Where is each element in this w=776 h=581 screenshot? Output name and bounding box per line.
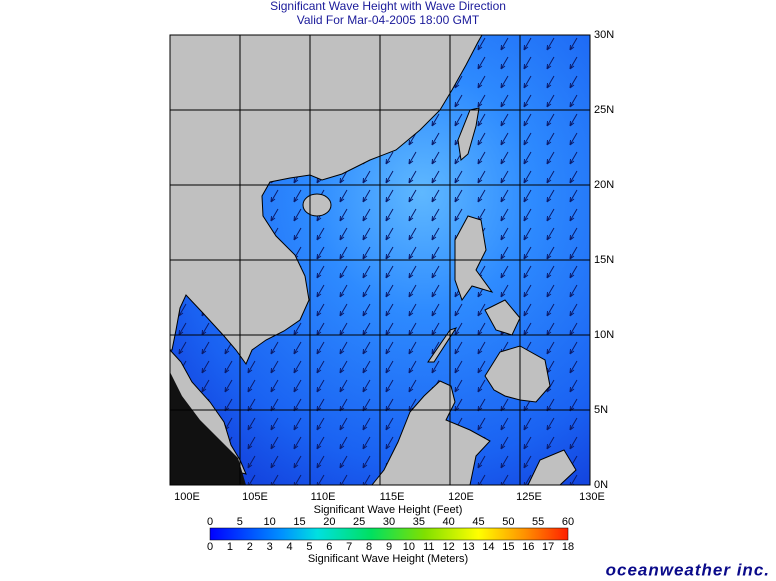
lon-label: 100E bbox=[174, 491, 200, 503]
feet-tick: 40 bbox=[443, 516, 455, 528]
map bbox=[169, 34, 591, 486]
meter-tick: 5 bbox=[306, 541, 312, 553]
hainan bbox=[302, 193, 332, 217]
lon-label: 120E bbox=[448, 491, 474, 503]
mainland-asia bbox=[169, 34, 483, 366]
lat-label: 5N bbox=[594, 404, 608, 416]
map-frame bbox=[169, 34, 591, 486]
feet-label: Significant Wave Height (Feet) bbox=[314, 504, 463, 516]
meter-tick: 12 bbox=[443, 541, 455, 553]
map-subtitle: Valid For Mar-04-2005 18:00 GMT bbox=[297, 13, 480, 27]
meter-tick: 18 bbox=[562, 541, 574, 553]
feet-tick: 5 bbox=[237, 516, 243, 528]
meter-tick: 4 bbox=[286, 541, 292, 553]
logo: oceanweather inc. bbox=[606, 560, 770, 579]
lat-label: 30N bbox=[594, 29, 614, 41]
meter-tick: 15 bbox=[502, 541, 514, 553]
graticule bbox=[170, 35, 590, 485]
feet-tick: 15 bbox=[293, 516, 305, 528]
meter-tick: 17 bbox=[542, 541, 554, 553]
feet-tick: 30 bbox=[383, 516, 395, 528]
map-title: Significant Wave Height with Wave Direct… bbox=[270, 0, 506, 13]
lon-labels: 100E 105E 110E 115E 120E 125E 130E bbox=[174, 491, 605, 503]
meter-tick: 9 bbox=[386, 541, 392, 553]
lat-label: 25N bbox=[594, 104, 614, 116]
mindanao bbox=[484, 345, 551, 403]
taiwan bbox=[457, 107, 480, 161]
luzon bbox=[454, 215, 494, 302]
lat-label: 0N bbox=[594, 479, 608, 491]
sumatra bbox=[170, 372, 246, 485]
meter-tick: 1 bbox=[227, 541, 233, 553]
lat-label: 15N bbox=[594, 254, 614, 266]
lat-labels: 30N 25N 20N 15N 10N 5N 0N bbox=[594, 29, 614, 491]
lon-label: 110E bbox=[311, 491, 336, 503]
meter-tick: 16 bbox=[522, 541, 534, 553]
meter-tick: 2 bbox=[247, 541, 253, 553]
lon-label: 115E bbox=[380, 491, 405, 503]
lat-label: 20N bbox=[594, 179, 614, 191]
meter-tick: 0 bbox=[207, 541, 213, 553]
lon-label: 105E bbox=[242, 491, 268, 503]
meter-tick: 8 bbox=[366, 541, 372, 553]
feet-tick: 55 bbox=[532, 516, 544, 528]
feet-tick: 60 bbox=[562, 516, 574, 528]
lon-label: 130E bbox=[579, 491, 605, 503]
feet-tick: 50 bbox=[502, 516, 514, 528]
feet-tick: 20 bbox=[323, 516, 335, 528]
lat-label: 10N bbox=[594, 329, 614, 341]
visayas bbox=[484, 299, 521, 336]
feet-tick: 35 bbox=[413, 516, 425, 528]
feet-tick: 25 bbox=[353, 516, 365, 528]
meter-tick: 14 bbox=[482, 541, 494, 553]
feet-tick: 45 bbox=[472, 516, 484, 528]
meter-tick: 6 bbox=[326, 541, 332, 553]
borneo bbox=[370, 380, 491, 486]
meters-label: Significant Wave Height (Meters) bbox=[308, 553, 468, 565]
lon-label: 125E bbox=[516, 491, 542, 503]
feet-tick: 10 bbox=[264, 516, 276, 528]
meter-tick: 11 bbox=[423, 541, 434, 553]
palawan bbox=[427, 327, 458, 363]
meter-tick: 7 bbox=[346, 541, 352, 553]
meter-tick: 13 bbox=[462, 541, 474, 553]
meter-tick: 10 bbox=[403, 541, 415, 553]
colorbar-ticks: 0 5 10 15 20 25 30 35 40 45 50 55 600 1 2 3 4 5 6 7 8 9 10 11 12… bbox=[207, 516, 574, 553]
feet-tick: 0 bbox=[207, 516, 213, 528]
colorbar bbox=[209, 527, 569, 541]
meter-tick: 3 bbox=[267, 541, 273, 553]
